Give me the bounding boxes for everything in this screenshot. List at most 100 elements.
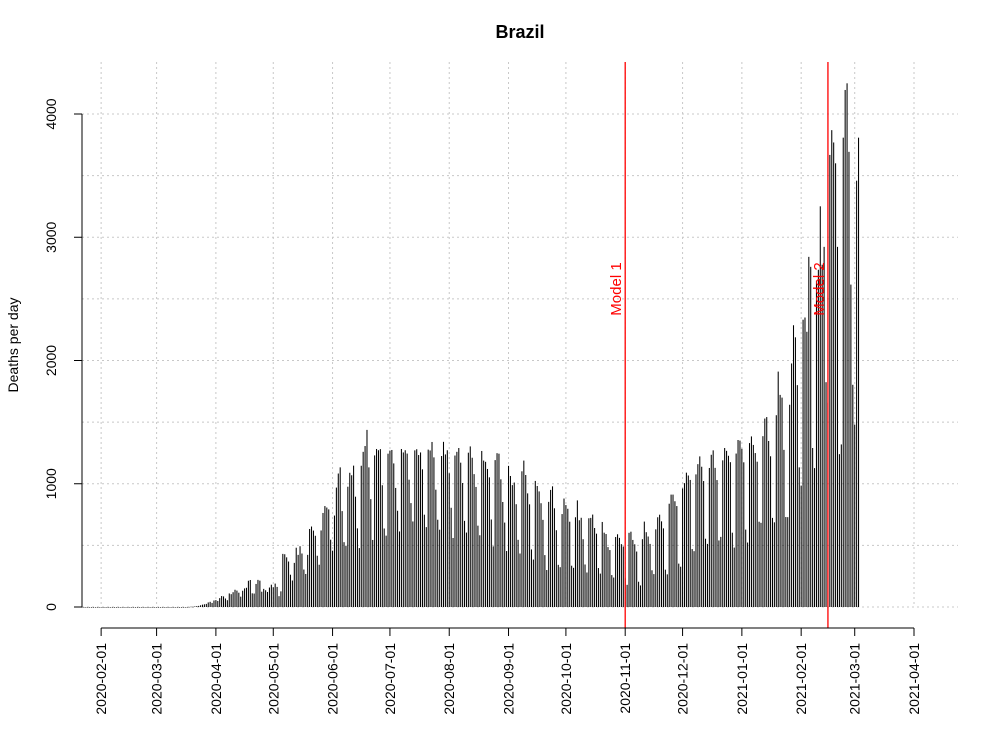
bar <box>282 553 284 607</box>
bar <box>678 563 680 607</box>
bar <box>418 455 420 607</box>
bar <box>586 572 588 607</box>
bar <box>347 486 349 607</box>
y-tick-label: 1000 <box>43 468 59 499</box>
bar <box>597 568 599 607</box>
bar <box>423 514 425 607</box>
bar <box>831 130 833 607</box>
bar <box>406 453 408 607</box>
bar <box>674 501 676 607</box>
bar <box>750 436 752 607</box>
bar <box>812 448 814 607</box>
bar <box>764 418 766 607</box>
bar <box>278 596 280 607</box>
y-tick-label: 2000 <box>43 345 59 376</box>
x-tick-label: 2020-03-01 <box>149 643 165 715</box>
bar <box>171 607 173 608</box>
bar <box>666 574 668 607</box>
bar <box>729 462 731 607</box>
bar <box>840 444 842 607</box>
bar <box>163 607 165 608</box>
bar <box>747 542 749 607</box>
bar <box>288 561 290 607</box>
x-axis: 2020-02-01 2020-03-01 2020-04-01 2020-05-01… <box>93 627 922 715</box>
bar <box>848 151 850 607</box>
bar <box>270 584 272 607</box>
bar <box>320 530 322 607</box>
bar <box>157 607 160 608</box>
bar <box>113 607 116 608</box>
bar <box>356 528 358 607</box>
x-tick-label: 2020-07-01 <box>382 643 398 715</box>
bar <box>817 269 819 607</box>
bar <box>783 449 785 607</box>
bar <box>661 521 663 607</box>
bar <box>787 517 789 607</box>
bar <box>639 585 642 607</box>
bar <box>307 554 309 607</box>
bar <box>280 591 282 607</box>
y-tick-label: 3000 <box>43 221 59 252</box>
bar <box>500 479 502 607</box>
bar <box>385 535 387 607</box>
bar <box>479 535 481 607</box>
bar <box>632 539 634 607</box>
x-tick-label: 2020-04-01 <box>208 643 224 715</box>
bar <box>286 557 288 607</box>
bar <box>203 604 205 607</box>
bar <box>332 550 334 607</box>
bar <box>462 483 464 607</box>
bar <box>748 443 751 607</box>
bar <box>555 530 557 607</box>
bar <box>104 607 106 608</box>
bar <box>636 551 638 607</box>
bar <box>349 472 351 607</box>
bar <box>710 454 712 607</box>
bar <box>289 574 291 607</box>
bar <box>127 607 129 608</box>
bar <box>167 607 169 608</box>
bar <box>685 472 687 607</box>
bar <box>641 539 643 607</box>
bar <box>485 461 487 607</box>
bar <box>310 526 313 607</box>
bar <box>683 483 686 607</box>
bar <box>85 607 87 608</box>
bar <box>261 591 263 607</box>
bar <box>318 564 320 607</box>
bar <box>412 521 414 607</box>
bar <box>546 570 548 607</box>
bar <box>245 587 248 607</box>
bar <box>431 441 433 607</box>
bar <box>437 519 439 607</box>
bar <box>314 535 316 607</box>
bar <box>506 551 508 607</box>
bar <box>194 606 196 607</box>
bar <box>175 607 177 608</box>
bar <box>708 467 710 607</box>
bar <box>699 456 701 607</box>
bar <box>335 487 337 607</box>
bar <box>823 246 825 608</box>
y-axis: 0 1000 2000 3000 4000 <box>43 98 83 611</box>
bar <box>553 508 555 607</box>
bar <box>727 455 729 607</box>
bar <box>532 559 534 607</box>
bar <box>789 404 791 607</box>
bar <box>756 461 758 607</box>
bar <box>530 549 532 607</box>
bar <box>705 538 707 607</box>
bar <box>521 471 523 607</box>
bar <box>374 455 376 607</box>
bar <box>219 598 221 607</box>
bar <box>777 371 779 607</box>
bar <box>691 549 693 607</box>
bar <box>578 520 580 607</box>
bar <box>653 574 655 607</box>
bar <box>333 515 335 607</box>
bar <box>228 593 230 607</box>
bar <box>110 607 112 608</box>
bar <box>242 590 244 607</box>
